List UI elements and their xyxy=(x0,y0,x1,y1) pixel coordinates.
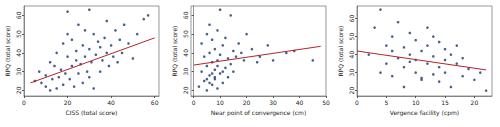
svg-text:0: 0 xyxy=(22,99,26,106)
svg-text:RPQ (total score): RPQ (total score) xyxy=(4,26,11,77)
svg-text:10: 10 xyxy=(216,99,224,106)
svg-text:RPQ (total score): RPQ (total score) xyxy=(171,26,178,77)
svg-text:60: 60 xyxy=(348,15,355,23)
svg-text:20: 20 xyxy=(182,86,189,94)
svg-text:0: 0 xyxy=(355,99,359,106)
svg-text:40: 40 xyxy=(296,99,304,106)
svg-text:20: 20 xyxy=(64,99,72,106)
svg-text:0: 0 xyxy=(192,99,196,106)
svg-text:CISS (total score): CISS (total score) xyxy=(66,109,118,116)
svg-text:Vergence facility (cpm): Vergence facility (cpm) xyxy=(390,109,459,117)
svg-text:30: 30 xyxy=(348,69,355,77)
svg-text:50: 50 xyxy=(348,33,355,41)
svg-text:40: 40 xyxy=(348,51,355,59)
svg-text:40: 40 xyxy=(182,49,189,57)
svg-text:30: 30 xyxy=(182,68,189,76)
svg-text:60: 60 xyxy=(182,11,189,19)
svg-text:Near point of convergence (cm): Near point of convergence (cm) xyxy=(211,109,307,117)
svg-text:60: 60 xyxy=(151,99,159,106)
svg-text:20: 20 xyxy=(243,99,251,106)
svg-text:40: 40 xyxy=(107,99,115,106)
svg-text:30: 30 xyxy=(15,68,22,76)
svg-text:60: 60 xyxy=(15,11,22,19)
svg-text:20: 20 xyxy=(348,87,355,95)
svg-text:15: 15 xyxy=(441,99,449,106)
svg-text:20: 20 xyxy=(15,86,22,94)
svg-text:50: 50 xyxy=(182,30,189,38)
svg-text:40: 40 xyxy=(15,49,22,57)
svg-text:50: 50 xyxy=(15,30,22,38)
svg-text:RPQ (total score): RPQ (total score) xyxy=(337,26,344,77)
svg-text:20: 20 xyxy=(471,99,479,106)
svg-text:10: 10 xyxy=(412,99,420,106)
svg-text:30: 30 xyxy=(269,99,277,106)
svg-text:5: 5 xyxy=(384,99,388,106)
svg-text:50: 50 xyxy=(322,99,330,106)
